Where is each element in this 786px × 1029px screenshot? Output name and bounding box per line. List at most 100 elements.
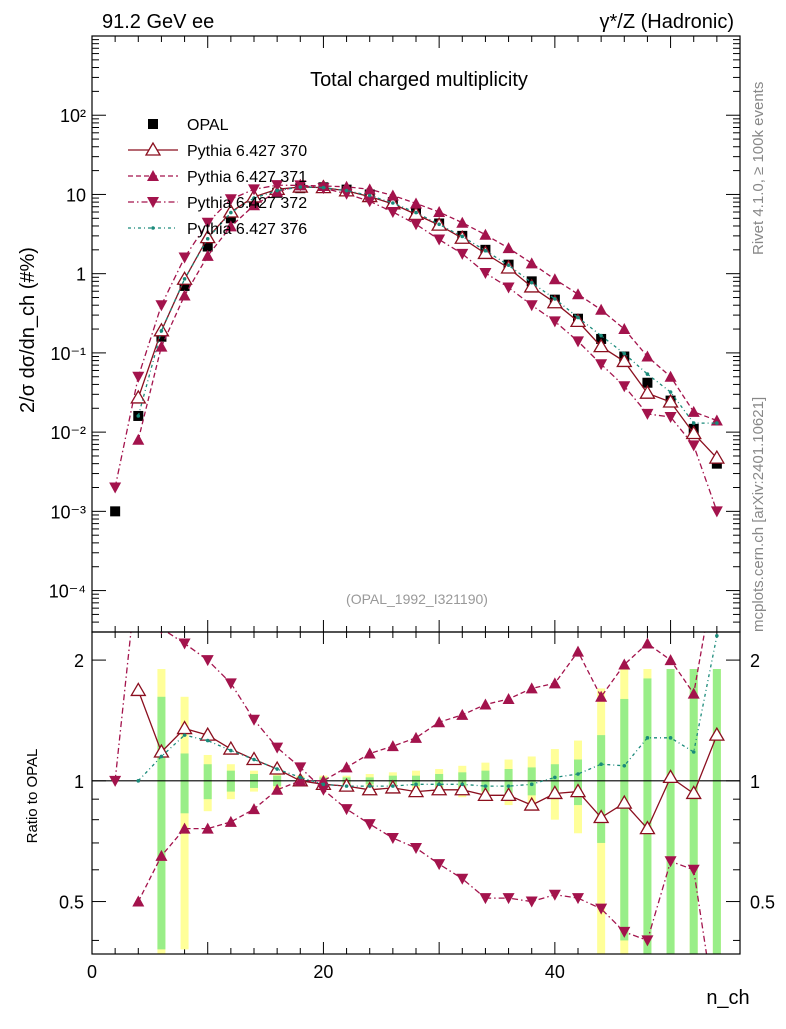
point-p372: [201, 217, 214, 229]
series-line-p371: [137, 184, 718, 440]
point-p376: [136, 779, 141, 783]
point-p371: [456, 708, 469, 720]
point-p376: [229, 210, 233, 215]
point-p371: [502, 692, 515, 704]
point-p376: [252, 757, 256, 762]
point-p371: [340, 761, 353, 773]
point-p371: [572, 645, 584, 657]
point-p370: [130, 682, 147, 697]
point-p376: [506, 784, 511, 788]
point-p372: [456, 873, 469, 885]
legend-marker-p370: [144, 141, 162, 156]
point-p372: [224, 194, 237, 206]
point-p372: [618, 381, 631, 393]
point-p371: [664, 654, 677, 666]
point-p371: [386, 740, 399, 752]
point-p376: [321, 185, 326, 190]
point-p376: [367, 784, 372, 788]
point-p370: [616, 353, 633, 368]
y-tick-label: 10⁻¹: [50, 344, 86, 364]
point-data: [202, 241, 213, 252]
point-p372: [572, 893, 584, 905]
point-p376: [367, 193, 372, 198]
ratio-y-tick-label-right: 2: [750, 651, 760, 671]
point-p376: [391, 201, 395, 205]
point-p371: [595, 690, 608, 702]
point-p371: [248, 199, 260, 211]
point-p376: [576, 772, 580, 776]
ratio-frame: [91, 631, 741, 955]
point-p376: [391, 784, 395, 788]
ratio-y-axis-label: Ratio to OPAL: [24, 749, 41, 844]
point-p376: [275, 767, 279, 771]
point-p372: [525, 300, 538, 312]
point-p370: [546, 785, 563, 800]
point-p371: [479, 228, 492, 240]
point-p371: [363, 747, 376, 759]
point-p372: [711, 1017, 723, 1024]
point-p371: [363, 183, 376, 195]
point-p372: [433, 234, 446, 246]
point-p372: [386, 207, 399, 219]
point-p376: [691, 421, 696, 425]
point-p376: [437, 782, 441, 787]
point-p376: [622, 764, 627, 768]
point-p372: [641, 935, 654, 947]
point-p370: [708, 726, 725, 741]
point-p376: [205, 738, 210, 743]
legend-label-data: OPAL: [187, 117, 229, 134]
point-p372: [178, 638, 191, 650]
point-p371: [178, 289, 191, 301]
point-p372: [248, 714, 260, 726]
series-line-p376: [137, 186, 717, 424]
ratio-band-inner: [643, 678, 652, 954]
point-p372: [340, 804, 353, 816]
ratio-panel: 0 20 40 0.5 0.5 1 1 2 2: [59, 631, 775, 1024]
legend-marker-p372: [147, 197, 159, 208]
point-p376: [483, 248, 488, 253]
point-p370: [639, 820, 656, 835]
point-p370: [199, 229, 216, 244]
legend-label-p371: Pythia 6.427 371: [187, 169, 307, 186]
point-p370: [569, 783, 587, 798]
point-p371: [271, 783, 284, 795]
point-p371: [386, 189, 399, 201]
ratio-band-inner: [550, 764, 559, 800]
point-p371: [572, 288, 584, 300]
point-p372: [201, 655, 214, 667]
point-p376: [460, 782, 465, 787]
point-data: [179, 280, 190, 291]
ratio-y-tick-label: 1: [74, 772, 84, 792]
point-p376: [437, 222, 441, 227]
legend-marker-p371: [147, 170, 159, 181]
point-data: [225, 213, 236, 224]
point-p372: [502, 893, 515, 905]
ratio-y-tick-label: 0.5: [59, 893, 84, 913]
point-p376: [506, 263, 511, 267]
point-p376: [344, 784, 349, 788]
point-p372: [363, 819, 376, 831]
point-p372: [456, 248, 469, 260]
point-p371: [687, 687, 700, 699]
point-p376: [159, 754, 164, 759]
x-tick-label: 0: [87, 962, 97, 982]
legend-marker-p376: [151, 226, 155, 230]
point-p372: [248, 184, 260, 196]
point-p376: [159, 329, 164, 333]
point-p372: [294, 762, 307, 774]
point-p371: [294, 774, 307, 786]
point-p372: [109, 775, 122, 787]
point-p370: [662, 769, 679, 784]
point-p376: [553, 297, 557, 301]
point-p372: [572, 336, 584, 348]
y-tick-label: 10: [66, 185, 86, 205]
point-p370: [431, 781, 448, 796]
point-p376: [182, 277, 187, 281]
point-p371: [433, 206, 446, 218]
ratio-y-tick-label: 2: [74, 651, 84, 671]
point-p371: [155, 340, 168, 352]
y-tick-label: 10²: [60, 106, 86, 126]
point-p376: [252, 196, 256, 200]
point-p376: [136, 414, 141, 418]
